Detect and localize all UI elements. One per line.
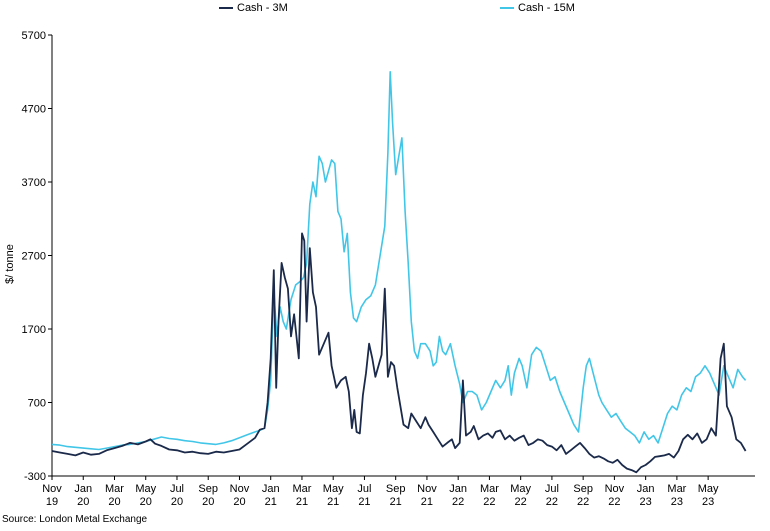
y-tick-label: 5700 — [22, 30, 46, 42]
x-tick-label-month: Sep — [198, 483, 218, 495]
x-tick-label-year: 22 — [608, 496, 620, 508]
x-tick-label-year: 23 — [671, 496, 683, 508]
y-axis-label: $/ tonne — [4, 244, 16, 284]
x-tick-label-year: 23 — [640, 496, 652, 508]
legend-label-cash-3m: Cash - 3M — [237, 2, 288, 14]
source-note: Source: London Metal Exchange — [2, 514, 148, 525]
y-tick-label: 1700 — [22, 324, 46, 336]
x-tick-label-month: Mar — [480, 483, 499, 495]
x-tick-label-year: 22 — [546, 496, 558, 508]
y-tick-label: 4700 — [22, 104, 46, 116]
legend-swatch-cash-3m — [219, 7, 233, 9]
legend-item-cash-15m: Cash - 15M — [500, 2, 575, 14]
x-tick-label-month: Jul — [170, 483, 184, 495]
x-tick-label-month: May — [510, 483, 531, 495]
x-tick-label-month: Jul — [545, 483, 559, 495]
x-tick-label-year: 20 — [77, 496, 89, 508]
legend-swatch-cash-15m — [500, 7, 514, 9]
x-tick-label-month: Jan — [262, 483, 280, 495]
x-tick-label-year: 22 — [483, 496, 495, 508]
x-tick-label-year: 21 — [296, 496, 308, 508]
x-tick-label-month: Nov — [605, 483, 625, 495]
x-tick-label-month: Mar — [105, 483, 124, 495]
x-tick-label-month: Jan — [637, 483, 655, 495]
x-tick-label-month: Sep — [573, 483, 593, 495]
x-tick-label-year: 21 — [358, 496, 370, 508]
x-tick-label-month: May — [135, 483, 156, 495]
x-tick-label-year: 22 — [515, 496, 527, 508]
x-tick-label-year: 20 — [202, 496, 214, 508]
x-tick-label-month: Nov — [230, 483, 250, 495]
x-tick-label-month: Sep — [386, 483, 406, 495]
series-line-cash-15m — [51, 71, 747, 451]
series-line-cash-3m — [51, 232, 747, 474]
x-tick-label-year: 22 — [577, 496, 589, 508]
legend-item-cash-3m: Cash - 3M — [219, 2, 288, 14]
y-tick-label: 700 — [28, 398, 46, 410]
x-tick-label-year: 19 — [46, 496, 58, 508]
x-tick-label-month: Jul — [357, 483, 371, 495]
x-tick-label-month: May — [698, 483, 719, 495]
x-tick-label-year: 21 — [421, 496, 433, 508]
y-tick-label: 2700 — [22, 251, 46, 263]
x-tick-label-month: Mar — [667, 483, 686, 495]
y-tick-label: 3700 — [22, 177, 46, 189]
x-tick-label-month: Mar — [292, 483, 311, 495]
x-tick-label-year: 22 — [452, 496, 464, 508]
x-tick-label-year: 21 — [265, 496, 277, 508]
x-tick-label-year: 20 — [108, 496, 120, 508]
x-tick-label-year: 20 — [140, 496, 152, 508]
x-tick-label-year: 23 — [702, 496, 714, 508]
x-tick-label-month: Jan — [74, 483, 92, 495]
x-tick-label-month: Nov — [417, 483, 437, 495]
x-tick-label-month: Nov — [42, 483, 62, 495]
x-tick-label-year: 20 — [171, 496, 183, 508]
x-tick-label-month: Jan — [449, 483, 467, 495]
legend-label-cash-15m: Cash - 15M — [518, 2, 575, 14]
x-tick-label-year: 21 — [390, 496, 402, 508]
y-tick-label: -300 — [24, 471, 46, 483]
x-tick-label-year: 21 — [327, 496, 339, 508]
x-tick-label-month: May — [323, 483, 344, 495]
x-tick-label-year: 20 — [233, 496, 245, 508]
